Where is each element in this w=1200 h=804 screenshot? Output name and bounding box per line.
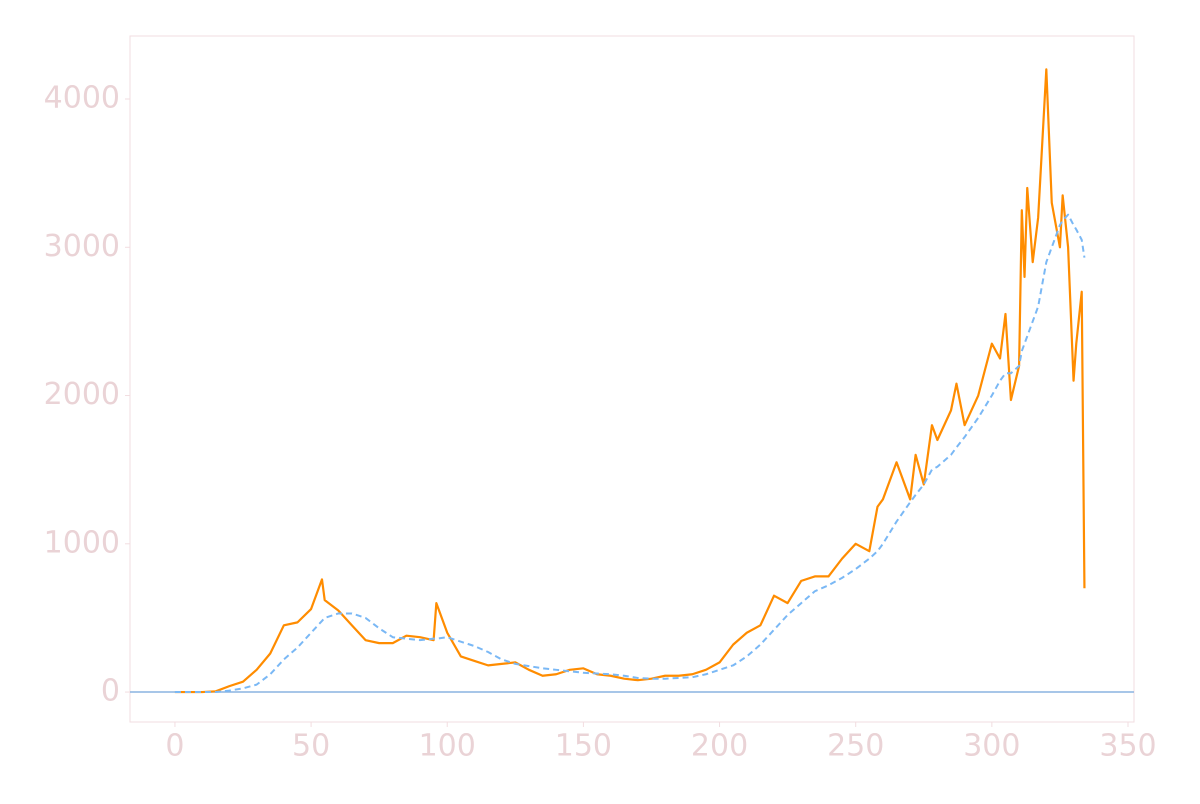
- x-tick-label: 300: [963, 729, 1020, 764]
- x-tick-label: 50: [292, 729, 330, 764]
- y-tick-label: 4000: [44, 81, 120, 116]
- x-tick-label: 0: [165, 729, 184, 764]
- x-tick-label: 150: [555, 729, 612, 764]
- line-series: [174, 213, 1086, 694]
- y-tick-label: 3000: [44, 229, 120, 264]
- x-tick-label: 200: [691, 729, 748, 764]
- y-tick-label: 0: [101, 674, 120, 709]
- x-tick-label: 250: [827, 729, 884, 764]
- x-tick-label: 350: [1099, 729, 1156, 764]
- y-tick-label: 2000: [44, 377, 120, 412]
- line-series: [174, 68, 1086, 694]
- x-tick-label: 100: [419, 729, 476, 764]
- y-tick-label: 1000: [44, 525, 120, 560]
- plot-frame: [129, 35, 1135, 723]
